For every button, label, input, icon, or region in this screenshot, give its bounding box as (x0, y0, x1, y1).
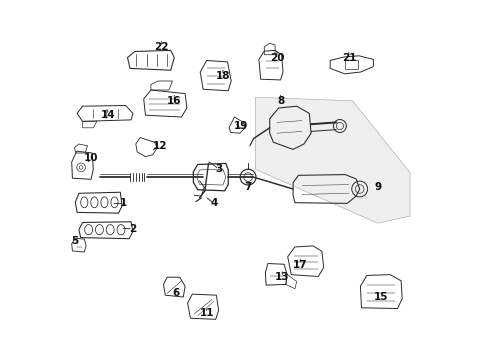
Text: 3: 3 (215, 164, 223, 174)
Text: 5: 5 (72, 236, 79, 246)
Polygon shape (255, 97, 409, 223)
Text: 1: 1 (120, 198, 127, 208)
Text: 6: 6 (172, 288, 180, 298)
Text: 8: 8 (276, 96, 284, 106)
Text: 20: 20 (269, 53, 284, 63)
Text: 16: 16 (167, 96, 181, 106)
Text: 13: 13 (274, 272, 289, 282)
Text: 7: 7 (244, 182, 251, 192)
Text: 14: 14 (100, 110, 115, 120)
Text: 19: 19 (233, 121, 247, 131)
Text: 2: 2 (129, 224, 136, 234)
Text: 12: 12 (152, 141, 167, 151)
Text: 17: 17 (292, 260, 307, 270)
Text: 4: 4 (210, 198, 217, 208)
Text: 21: 21 (341, 53, 355, 63)
Text: 18: 18 (215, 71, 230, 81)
Text: 11: 11 (199, 308, 214, 318)
Text: 22: 22 (154, 42, 169, 52)
Text: 9: 9 (373, 182, 381, 192)
Text: 15: 15 (373, 292, 388, 302)
Text: 10: 10 (84, 153, 99, 163)
